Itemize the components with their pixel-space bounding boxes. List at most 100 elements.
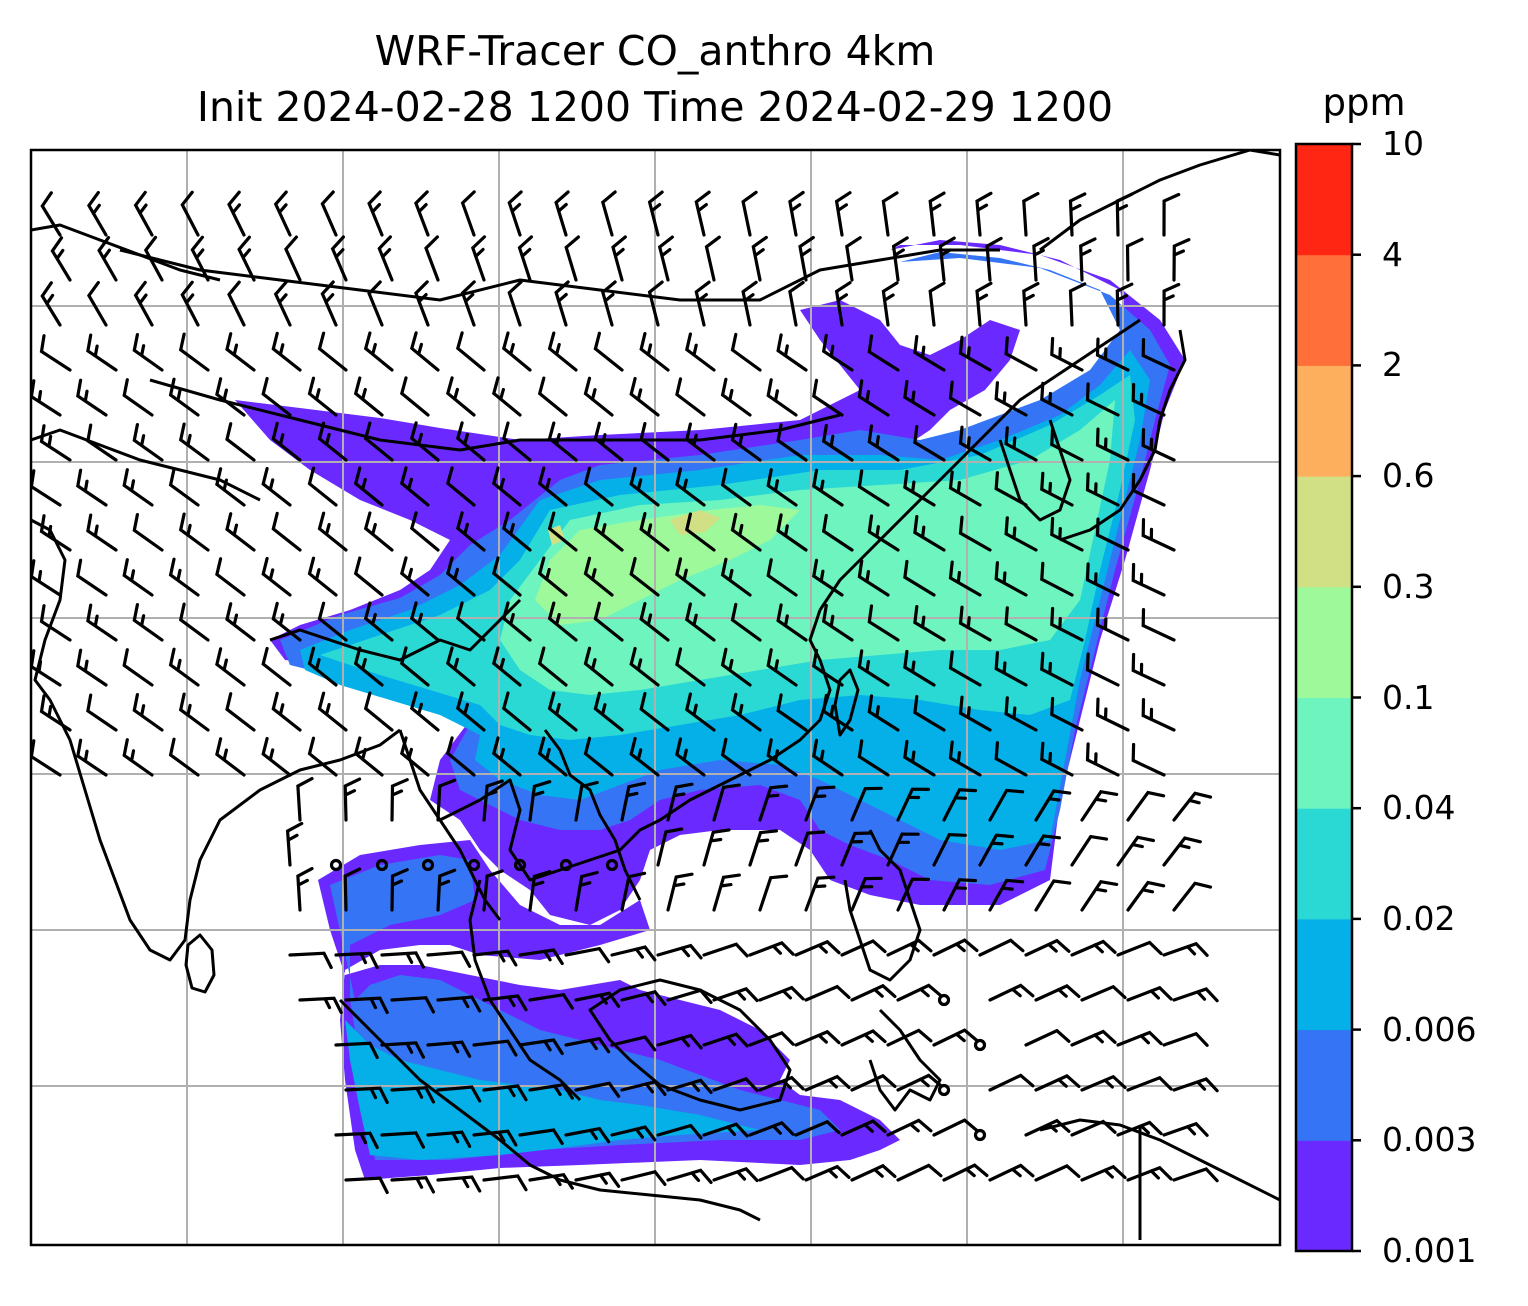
wind-barb [712, 987, 759, 1003]
wind-barb [180, 190, 200, 237]
wind-barb [886, 1028, 933, 1047]
wind-barb [913, 695, 946, 732]
wind-barb [1131, 652, 1166, 687]
coast-sulawesi [868, 1008, 942, 1112]
wind-barb [629, 556, 660, 597]
wind-barb [913, 515, 946, 552]
wind-barb [320, 280, 338, 327]
calm-wind-marker [559, 858, 573, 872]
wind-barb [1050, 336, 1084, 372]
wind-barb [685, 422, 716, 462]
wind-barb [273, 280, 292, 327]
wind-barb [317, 331, 348, 372]
wind-barb [975, 191, 993, 237]
wind-barb [840, 831, 873, 867]
wind-barb [675, 557, 706, 597]
border-central-asia [31, 428, 261, 502]
wind-barb [748, 941, 795, 957]
wind-barb [426, 1130, 472, 1148]
wind-barb [491, 646, 522, 687]
wind-barb [1131, 742, 1166, 777]
wind-barb [460, 280, 476, 327]
wind-barb [445, 646, 476, 687]
wind-barb [776, 513, 808, 552]
wind-barb [942, 878, 978, 912]
wind-barb [574, 1081, 621, 1098]
colorbar-segment [1296, 254, 1352, 366]
wind-barb [455, 421, 486, 462]
wind-barb [445, 556, 476, 597]
wind-barb [1141, 698, 1176, 732]
wind-barb [1034, 789, 1072, 822]
coast-sumatra [338, 998, 561, 1182]
wind-barb [344, 1086, 389, 1105]
coast-new-guinea [1039, 1118, 1280, 1202]
wind-barb [611, 235, 627, 282]
wind-barb [1024, 1118, 1071, 1137]
wind-barb [702, 1122, 749, 1138]
wind-barb [620, 871, 647, 912]
wind-barb [850, 1163, 897, 1182]
wind-barb [840, 1029, 887, 1047]
wind-barb [528, 780, 552, 822]
wind-barb [574, 991, 621, 1008]
wind-barb [994, 381, 1028, 417]
wind-barb [380, 1041, 425, 1059]
wind-barb [225, 602, 256, 642]
wind-barb [928, 281, 946, 327]
wind-barb [840, 939, 887, 957]
wind-barb [517, 235, 533, 282]
wind-barb [143, 235, 164, 282]
wind-barb [455, 691, 486, 732]
border-china-west [149, 378, 841, 452]
wind-barb [380, 1131, 425, 1149]
wind-barb [409, 691, 440, 732]
wind-barb [414, 280, 430, 327]
tracer-level-03 [670, 510, 720, 535]
wind-barb [227, 190, 246, 237]
wind-barb [886, 938, 933, 957]
wind-barb [225, 512, 256, 552]
wind-barb [317, 511, 348, 552]
wind-barb [564, 1126, 611, 1144]
wind-barb [610, 1125, 657, 1142]
wind-barb [886, 1118, 933, 1137]
colorbar-segment [1296, 918, 1352, 1031]
wind-barb [76, 738, 108, 777]
wind-barb [988, 1163, 1035, 1182]
wind-barb [363, 421, 394, 462]
wind-barb [600, 190, 617, 237]
wind-barb [666, 1078, 713, 1094]
wind-barb [334, 1131, 379, 1150]
wind-barb [881, 281, 899, 327]
wind-barb [928, 191, 946, 237]
wind-barb [1004, 426, 1038, 462]
wind-barb [455, 511, 486, 552]
wind-barb [583, 466, 614, 507]
wind-barb [647, 190, 664, 237]
colorbar-segment [1296, 1029, 1352, 1141]
wind-barb [758, 784, 789, 822]
wind-barb [867, 514, 900, 552]
wind-barb [284, 235, 302, 282]
wind-barb [657, 235, 674, 282]
wind-barb [271, 421, 302, 462]
wind-barb [1115, 282, 1134, 327]
wind-barb [399, 646, 430, 687]
wind-barb [261, 376, 292, 417]
colorbar-tick-label: 10 [1382, 124, 1424, 163]
colorbar-tick-label: 0.006 [1382, 1009, 1477, 1049]
wind-barb [656, 827, 684, 867]
wind-barb [225, 422, 256, 462]
wind-barb [666, 872, 694, 912]
wind-barb [712, 783, 741, 822]
wind-barb [547, 511, 578, 552]
wind-barb [1070, 939, 1117, 957]
tracer-level-0006-south [345, 1020, 760, 1160]
wind-barb [850, 1073, 897, 1092]
wind-barb [307, 646, 338, 687]
wind-barb [656, 943, 703, 960]
wind-barb [1080, 1074, 1127, 1092]
wind-barb [334, 951, 379, 970]
wind-barb [857, 469, 890, 507]
